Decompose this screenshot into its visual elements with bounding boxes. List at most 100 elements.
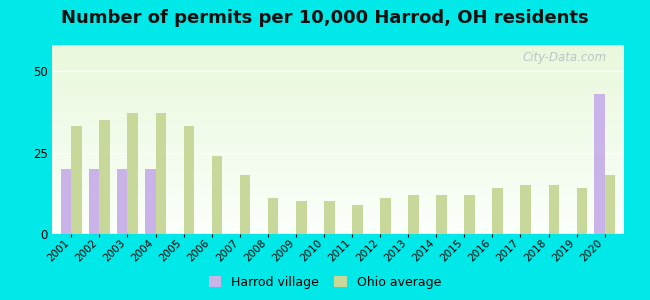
Bar	[52, 213, 636, 214]
Bar	[52, 211, 636, 212]
Bar	[52, 230, 636, 231]
Bar	[52, 161, 636, 162]
Bar	[212, 156, 222, 234]
Bar	[52, 163, 636, 164]
Bar	[52, 196, 636, 197]
Bar	[52, 66, 636, 67]
Bar	[52, 177, 636, 178]
Bar	[52, 198, 636, 199]
Bar	[52, 56, 636, 57]
Bar	[52, 183, 636, 184]
Bar	[52, 162, 636, 163]
Bar	[268, 198, 278, 234]
Bar	[52, 148, 636, 149]
Bar	[52, 134, 636, 135]
Bar	[52, 61, 636, 62]
Bar	[52, 179, 636, 180]
Bar	[52, 60, 636, 61]
Bar	[52, 232, 636, 233]
Bar	[52, 153, 636, 154]
Bar	[52, 180, 636, 181]
Bar	[52, 125, 636, 126]
Bar	[408, 195, 419, 234]
Bar	[52, 220, 636, 221]
Bar	[52, 69, 636, 70]
Bar	[52, 85, 636, 87]
Bar	[52, 140, 636, 141]
Bar	[52, 93, 636, 94]
Bar	[52, 103, 636, 104]
Bar	[52, 79, 636, 80]
Bar	[52, 171, 636, 172]
Bar	[52, 123, 636, 124]
Bar	[52, 228, 636, 229]
Bar	[52, 58, 636, 59]
Bar	[52, 106, 636, 107]
Bar	[52, 85, 636, 86]
Bar	[127, 113, 138, 234]
Bar	[52, 147, 636, 148]
Bar	[52, 172, 636, 173]
Legend: Harrod village, Ohio average: Harrod village, Ohio average	[204, 271, 446, 294]
Bar	[52, 129, 636, 130]
Bar	[52, 164, 636, 165]
Bar	[549, 185, 559, 234]
Bar	[52, 99, 636, 100]
Bar	[52, 227, 636, 228]
Bar	[52, 81, 636, 82]
Bar	[52, 80, 636, 81]
Bar	[52, 175, 636, 176]
Bar	[145, 169, 155, 234]
Bar	[52, 160, 636, 161]
Bar	[52, 210, 636, 211]
Bar	[52, 217, 636, 218]
Bar	[52, 208, 636, 209]
Bar	[52, 226, 636, 227]
Bar	[52, 87, 636, 88]
Bar	[52, 146, 636, 147]
Bar	[184, 127, 194, 234]
Bar	[52, 189, 636, 190]
Bar	[52, 74, 636, 75]
Bar	[52, 144, 636, 145]
Bar	[52, 159, 636, 160]
Bar	[52, 94, 636, 95]
Bar	[52, 84, 636, 85]
Bar	[52, 68, 636, 69]
Bar	[52, 178, 636, 179]
Bar	[52, 224, 636, 226]
Bar	[52, 49, 636, 50]
Bar	[52, 62, 636, 63]
Bar	[52, 199, 636, 200]
Bar	[52, 70, 636, 71]
Bar	[52, 137, 636, 138]
Bar	[52, 126, 636, 127]
Bar	[52, 71, 636, 72]
Bar	[52, 104, 636, 106]
Bar	[52, 112, 636, 113]
Bar	[52, 139, 636, 140]
Bar	[52, 158, 636, 159]
Bar	[60, 169, 72, 234]
Bar	[52, 82, 636, 83]
Bar	[52, 92, 636, 93]
Bar	[52, 46, 636, 47]
Bar	[52, 207, 636, 208]
Bar	[52, 188, 636, 189]
Bar	[52, 187, 636, 188]
Bar	[52, 107, 636, 108]
Bar	[52, 101, 636, 102]
Bar	[52, 111, 636, 112]
Bar	[52, 64, 636, 65]
Bar	[52, 181, 636, 182]
Bar	[117, 169, 127, 234]
Bar	[52, 138, 636, 139]
Bar	[604, 175, 616, 234]
Bar	[52, 115, 636, 116]
Bar	[52, 121, 636, 122]
Bar	[52, 184, 636, 185]
Bar	[52, 122, 636, 123]
Bar	[52, 200, 636, 201]
Bar	[52, 97, 636, 98]
Bar	[52, 142, 636, 143]
